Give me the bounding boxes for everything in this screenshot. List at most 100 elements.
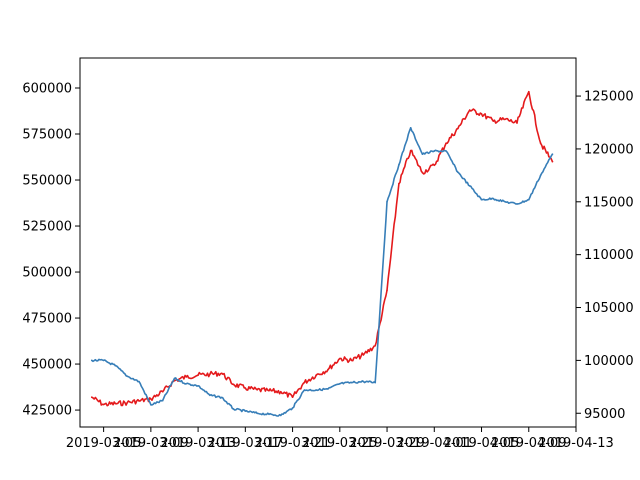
data-point-left-29: [433, 164, 436, 167]
data-point-left-37: [528, 90, 530, 93]
data-point-right-11: [220, 396, 223, 399]
series-line-left: [91, 90, 554, 407]
data-point-right-36: [516, 203, 518, 205]
data-point-left-1: [102, 403, 105, 406]
y-left-tick-label: 575000: [22, 128, 72, 143]
data-point-right-34: [492, 197, 495, 200]
data-point-left-39: [551, 160, 554, 163]
x-tick-label: 2019-03-29: [349, 436, 425, 451]
y-left-tick-label: 600000: [22, 81, 72, 96]
y-left-tick-label: 525000: [22, 220, 72, 235]
data-point-right-21: [339, 382, 341, 385]
data-point-right-24: [374, 381, 377, 384]
x-tick-label: 2019-03-13: [160, 436, 236, 451]
data-point-right-35: [504, 201, 506, 203]
x-tick-label: 2019-03-17: [208, 436, 284, 451]
data-point-right-7: [173, 377, 176, 380]
data-point-right-37: [528, 198, 530, 201]
data-point-left-28: [421, 171, 424, 174]
y-left-tick-label: 550000: [22, 174, 72, 189]
data-point-right-25: [386, 201, 388, 203]
data-point-left-20: [327, 368, 329, 371]
series-layer: [91, 90, 554, 417]
data-point-left-16: [280, 390, 282, 393]
x-tick-label: 2019-04-13: [538, 436, 614, 451]
x-tick-label: 2019-03-25: [302, 436, 378, 451]
data-point-left-0: [91, 396, 93, 399]
data-point-left-14: [256, 389, 258, 391]
data-point-right-39: [551, 153, 554, 155]
y-left-tick-label: 450000: [22, 358, 72, 373]
x-tick-label: 2019-03-05: [66, 436, 142, 451]
y-right-tick-label: 120000: [584, 142, 634, 157]
data-point-right-13: [244, 410, 247, 412]
data-point-left-5: [150, 398, 152, 400]
data-point-right-26: [398, 164, 400, 166]
data-point-right-0: [91, 359, 93, 362]
data-point-right-15: [268, 413, 270, 416]
data-point-left-38: [539, 142, 542, 144]
data-point-right-4: [138, 380, 140, 383]
y-right-tick-label: 95000: [584, 407, 625, 422]
data-point-right-2: [114, 364, 117, 367]
data-point-left-33: [480, 113, 483, 115]
data-point-right-9: [197, 385, 199, 387]
data-point-left-30: [445, 142, 447, 144]
data-point-right-32: [468, 185, 471, 187]
data-point-left-3: [126, 401, 128, 404]
series-line-right: [91, 127, 554, 417]
data-point-right-6: [161, 399, 164, 402]
data-point-right-28: [421, 153, 424, 155]
data-point-left-32: [468, 109, 471, 111]
data-point-right-23: [362, 380, 365, 383]
data-point-left-18: [303, 381, 306, 384]
data-point-left-13: [244, 387, 247, 389]
y-left-tick-label: 475000: [22, 312, 72, 327]
data-point-right-33: [480, 198, 483, 201]
data-point-left-2: [114, 402, 117, 405]
x-axis: 2019-03-052019-03-092019-03-132019-03-17…: [66, 427, 614, 451]
data-point-right-8: [185, 382, 188, 385]
x-tick-label: 2019-04-01: [397, 436, 473, 451]
data-point-left-21: [339, 357, 341, 360]
data-point-left-35: [504, 118, 506, 121]
data-point-left-6: [161, 390, 164, 393]
data-point-right-16: [280, 414, 282, 417]
data-point-left-34: [492, 120, 495, 122]
data-point-right-12: [232, 408, 235, 410]
x-tick-label: 2019-04-05: [444, 436, 520, 451]
data-point-right-31: [457, 171, 459, 173]
data-point-right-5: [150, 404, 152, 406]
data-point-right-14: [256, 412, 258, 415]
data-point-left-27: [409, 149, 412, 152]
data-point-right-38: [539, 174, 542, 177]
data-point-left-17: [291, 396, 294, 399]
data-point-right-1: [102, 359, 105, 362]
data-point-left-23: [362, 354, 365, 356]
y-right-tick-label: 125000: [584, 90, 634, 105]
y-axis-left: 425000 450000 475000 500000 525000 550000 5750…: [22, 81, 80, 419]
x-tick-label: 2019-04-09: [491, 436, 567, 451]
data-point-right-20: [327, 388, 329, 390]
y-left-tick-label: 500000: [22, 266, 72, 281]
y-right-tick-label: 105000: [584, 301, 634, 316]
y-left-tick-label: 425000: [22, 404, 72, 419]
data-point-left-36: [516, 122, 518, 124]
data-point-right-3: [126, 375, 128, 378]
y-right-tick-label: 110000: [584, 248, 634, 263]
data-point-left-4: [138, 400, 140, 402]
data-point-right-10: [209, 394, 211, 397]
data-point-left-15: [268, 389, 270, 392]
data-point-left-8: [185, 376, 188, 378]
data-point-left-24: [374, 344, 377, 347]
data-point-right-18: [303, 389, 306, 391]
y-axis-right: 95000 100000 105000 110000 115000 120000 12500…: [576, 90, 634, 422]
data-point-left-22: [350, 359, 353, 362]
data-point-right-27: [409, 127, 412, 129]
data-point-left-10: [209, 373, 211, 376]
data-point-right-19: [315, 389, 318, 391]
data-point-left-25: [386, 289, 388, 292]
x-tick-label: 2019-03-09: [113, 436, 189, 451]
data-point-left-9: [197, 374, 199, 376]
